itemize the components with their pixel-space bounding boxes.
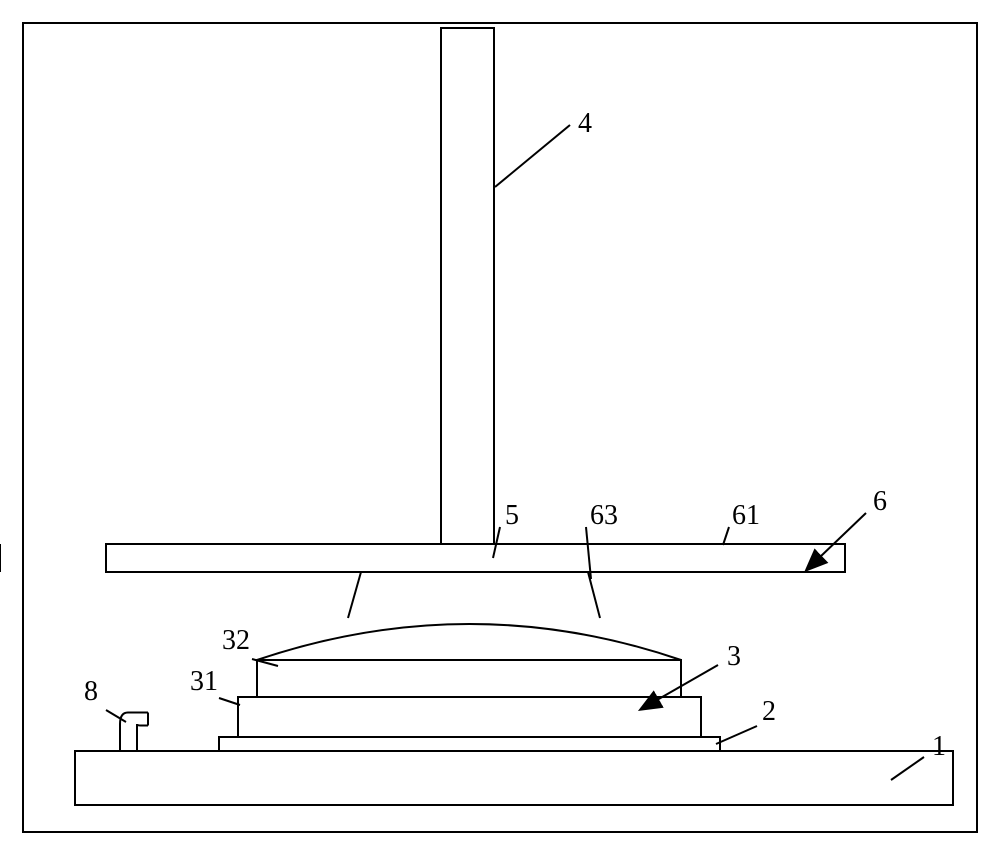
base-plate-1 [75, 751, 953, 805]
label-5: 5 [493, 500, 519, 558]
label-6: 6 [820, 486, 887, 557]
label-text-1: 1 [932, 731, 946, 762]
label-text-32: 32 [222, 625, 250, 656]
label-text-4: 4 [578, 108, 592, 139]
label-text-6: 6 [873, 486, 887, 517]
label-2: 2 [716, 696, 776, 744]
label-8: 8 [84, 676, 126, 722]
label-text-63: 63 [590, 500, 618, 531]
leader-61 [723, 527, 729, 545]
plate-2 [219, 737, 720, 751]
leader-1 [891, 757, 924, 780]
label-61: 61 [723, 500, 760, 545]
label-text-3: 3 [727, 641, 741, 672]
leader-31 [219, 698, 240, 705]
strut-63-right [588, 572, 600, 618]
label-63: 63 [586, 500, 618, 579]
technical-drawing: 456361632313218 [0, 0, 1000, 855]
bar-6 [106, 544, 845, 572]
leader-4 [495, 125, 570, 187]
shapes-layer [0, 23, 977, 832]
column-4 [441, 28, 494, 544]
dome-top [257, 624, 681, 660]
label-text-31: 31 [190, 666, 218, 697]
block-31 [238, 697, 701, 737]
label-3: 3 [657, 641, 741, 700]
label-1: 1 [891, 731, 946, 780]
outer-frame [23, 23, 977, 832]
leader-2 [716, 726, 757, 744]
leader-6 [820, 513, 866, 557]
label-4: 4 [495, 108, 592, 187]
labels-layer: 456361632313218 [84, 108, 946, 780]
label-31: 31 [190, 666, 240, 705]
label-text-8: 8 [84, 676, 98, 707]
strut-63-left [348, 572, 361, 618]
pipe-8 [120, 713, 148, 752]
label-text-61: 61 [732, 500, 760, 531]
leader-3 [657, 665, 718, 700]
leader-8 [106, 710, 126, 722]
label-text-5: 5 [505, 500, 519, 531]
block-32 [257, 660, 681, 697]
label-text-2: 2 [762, 696, 776, 727]
